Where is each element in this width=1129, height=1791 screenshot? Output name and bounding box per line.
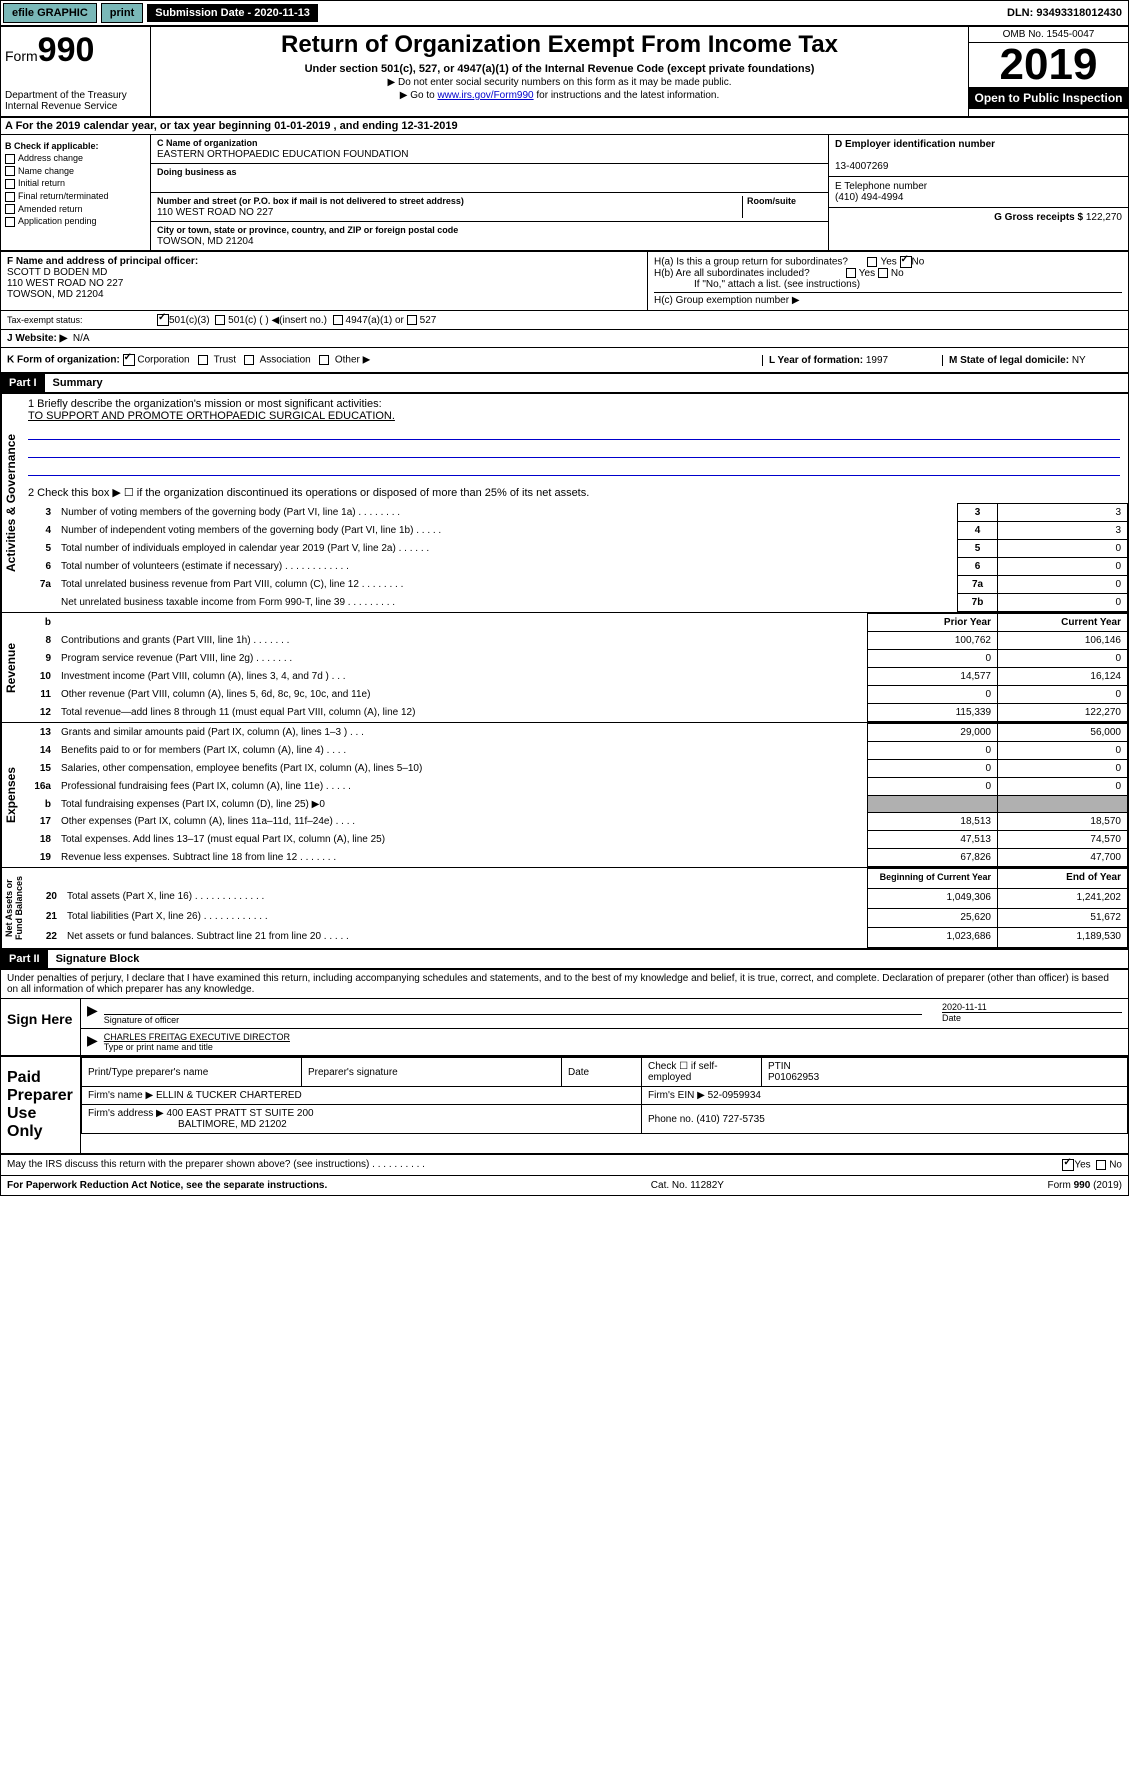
- sign-here-label: Sign Here: [1, 999, 81, 1055]
- table-row: 4Number of independent voting members of…: [20, 522, 1128, 540]
- form-title: Return of Organization Exempt From Incom…: [155, 31, 964, 59]
- irs-link[interactable]: www.irs.gov/Form990: [437, 90, 533, 101]
- boxb-item[interactable]: Final return/terminated: [5, 191, 146, 202]
- form-number: 990: [38, 31, 95, 69]
- ptin: P01062953: [768, 1072, 819, 1083]
- mission-text: TO SUPPORT AND PROMOTE ORTHOPAEDIC SURGI…: [28, 410, 1120, 422]
- tax-year: 2019: [969, 43, 1128, 87]
- revenue-label: Revenue: [1, 613, 20, 722]
- 501c3-checkbox[interactable]: [157, 314, 169, 326]
- governance-label: Activities & Governance: [1, 394, 20, 612]
- line2: 2 Check this box ▶ ☐ if the organization…: [20, 482, 1128, 503]
- table-row: 6Total number of volunteers (estimate if…: [20, 558, 1128, 576]
- table-row: 11Other revenue (Part VIII, column (A), …: [20, 686, 1128, 704]
- box-h: H(a) Is this a group return for subordin…: [648, 252, 1128, 310]
- org-city: TOWSON, MD 21204: [157, 236, 254, 247]
- telephone: (410) 494-4994: [835, 192, 903, 203]
- arrow-icon: ▶: [87, 1032, 98, 1052]
- discuss-question: May the IRS discuss this return with the…: [7, 1159, 1062, 1171]
- table-row: 22Net assets or fund balances. Subtract …: [26, 928, 1128, 948]
- table-row: 18Total expenses. Add lines 13–17 (must …: [20, 831, 1128, 849]
- table-row: Net unrelated business taxable income fr…: [20, 594, 1128, 612]
- dept-label: Department of the Treasury Internal Reve…: [5, 90, 146, 112]
- form-header: Form990 Department of the Treasury Inter…: [1, 27, 1128, 118]
- table-row: bTotal fundraising expenses (Part IX, co…: [20, 796, 1128, 813]
- ein: 13-4007269: [835, 161, 888, 172]
- org-address: 110 WEST ROAD NO 227: [157, 207, 273, 218]
- table-row: 12Total revenue—add lines 8 through 11 (…: [20, 704, 1128, 722]
- corp-checkbox[interactable]: [123, 354, 135, 366]
- officer-name: CHARLES FREITAG EXECUTIVE DIRECTOR: [104, 1032, 290, 1042]
- table-row: 15Salaries, other compensation, employee…: [20, 760, 1128, 778]
- arrow-icon: ▶: [87, 1002, 98, 1025]
- discuss-yes-checkbox[interactable]: [1062, 1159, 1074, 1171]
- gross-receipts: 122,270: [1086, 212, 1122, 223]
- table-row: 7aTotal unrelated business revenue from …: [20, 576, 1128, 594]
- year-formation: 1997: [866, 355, 888, 366]
- table-row: 19Revenue less expenses. Subtract line 1…: [20, 849, 1128, 867]
- topbar: efile GRAPHIC print Submission Date - 20…: [1, 1, 1128, 27]
- boxb-item[interactable]: Amended return: [5, 204, 146, 215]
- box-j: J Website: ▶ N/A: [1, 330, 1128, 348]
- firm-ein: 52-0959934: [708, 1090, 761, 1101]
- expenses-label: Expenses: [1, 723, 20, 867]
- boxb-item[interactable]: Address change: [5, 153, 146, 164]
- firm-name: ELLIN & TUCKER CHARTERED: [156, 1090, 302, 1101]
- open-public-badge: Open to Public Inspection: [969, 87, 1128, 109]
- table-row: 9Program service revenue (Part VIII, lin…: [20, 650, 1128, 668]
- footer-left: For Paperwork Reduction Act Notice, see …: [7, 1180, 327, 1191]
- dln: DLN: 93493318012430: [1007, 7, 1128, 19]
- table-row: 17Other expenses (Part IX, column (A), l…: [20, 813, 1128, 831]
- footer-mid: Cat. No. 11282Y: [651, 1180, 724, 1191]
- part2-title: Signature Block: [48, 953, 140, 965]
- footer-right: Form 990 (2019): [1048, 1180, 1122, 1191]
- table-row: 8Contributions and grants (Part VIII, li…: [20, 632, 1128, 650]
- sig-date: 2020-11-11: [942, 1002, 987, 1012]
- boxb-item[interactable]: Application pending: [5, 216, 146, 227]
- part1-title: Summary: [45, 377, 103, 389]
- org-name: EASTERN ORTHOPAEDIC EDUCATION FOUNDATION: [157, 149, 409, 160]
- table-row: 13Grants and similar amounts paid (Part …: [20, 724, 1128, 742]
- line1-label: 1 Briefly describe the organization's mi…: [28, 398, 1120, 410]
- part1-header: Part I: [1, 374, 45, 392]
- table-row: 14Benefits paid to or for members (Part …: [20, 742, 1128, 760]
- box-f: F Name and address of principal officer:…: [1, 252, 648, 310]
- note-link: ▶ Go to www.irs.gov/Form990 for instruct…: [155, 90, 964, 101]
- declaration: Under penalties of perjury, I declare th…: [1, 970, 1128, 999]
- ha-no-checkbox[interactable]: [900, 256, 912, 268]
- firm-phone: (410) 727-5735: [696, 1114, 764, 1125]
- submission-date: Submission Date - 2020-11-13: [147, 4, 318, 22]
- state-domicile: NY: [1072, 355, 1086, 366]
- form-subtitle: Under section 501(c), 527, or 4947(a)(1)…: [155, 63, 964, 75]
- form-prefix: Form: [5, 48, 38, 64]
- table-row: 21Total liabilities (Part X, line 26) . …: [26, 908, 1128, 928]
- part2-header: Part II: [1, 950, 48, 968]
- print-button[interactable]: print: [101, 3, 143, 23]
- table-row: 20Total assets (Part X, line 16) . . . .…: [26, 888, 1128, 908]
- note-ssn: ▶ Do not enter social security numbers o…: [155, 77, 964, 88]
- box-b: B Check if applicable: Address changeNam…: [1, 135, 151, 250]
- box-c: C Name of organizationEASTERN ORTHOPAEDI…: [151, 135, 828, 250]
- efile-button[interactable]: efile GRAPHIC: [3, 3, 97, 23]
- boxb-item[interactable]: Name change: [5, 166, 146, 177]
- netassets-label: Net Assets orFund Balances: [1, 868, 26, 948]
- boxb-item[interactable]: Initial return: [5, 178, 146, 189]
- table-row: 10Investment income (Part VIII, column (…: [20, 668, 1128, 686]
- table-row: 16aProfessional fundraising fees (Part I…: [20, 778, 1128, 796]
- table-row: 3Number of voting members of the governi…: [20, 504, 1128, 522]
- paid-preparer-label: Paid Preparer Use Only: [1, 1057, 81, 1153]
- firm-addr: 400 EAST PRATT ST SUITE 200: [167, 1108, 314, 1119]
- table-row: 5Total number of individuals employed in…: [20, 540, 1128, 558]
- section-a: A For the 2019 calendar year, or tax yea…: [1, 118, 1128, 135]
